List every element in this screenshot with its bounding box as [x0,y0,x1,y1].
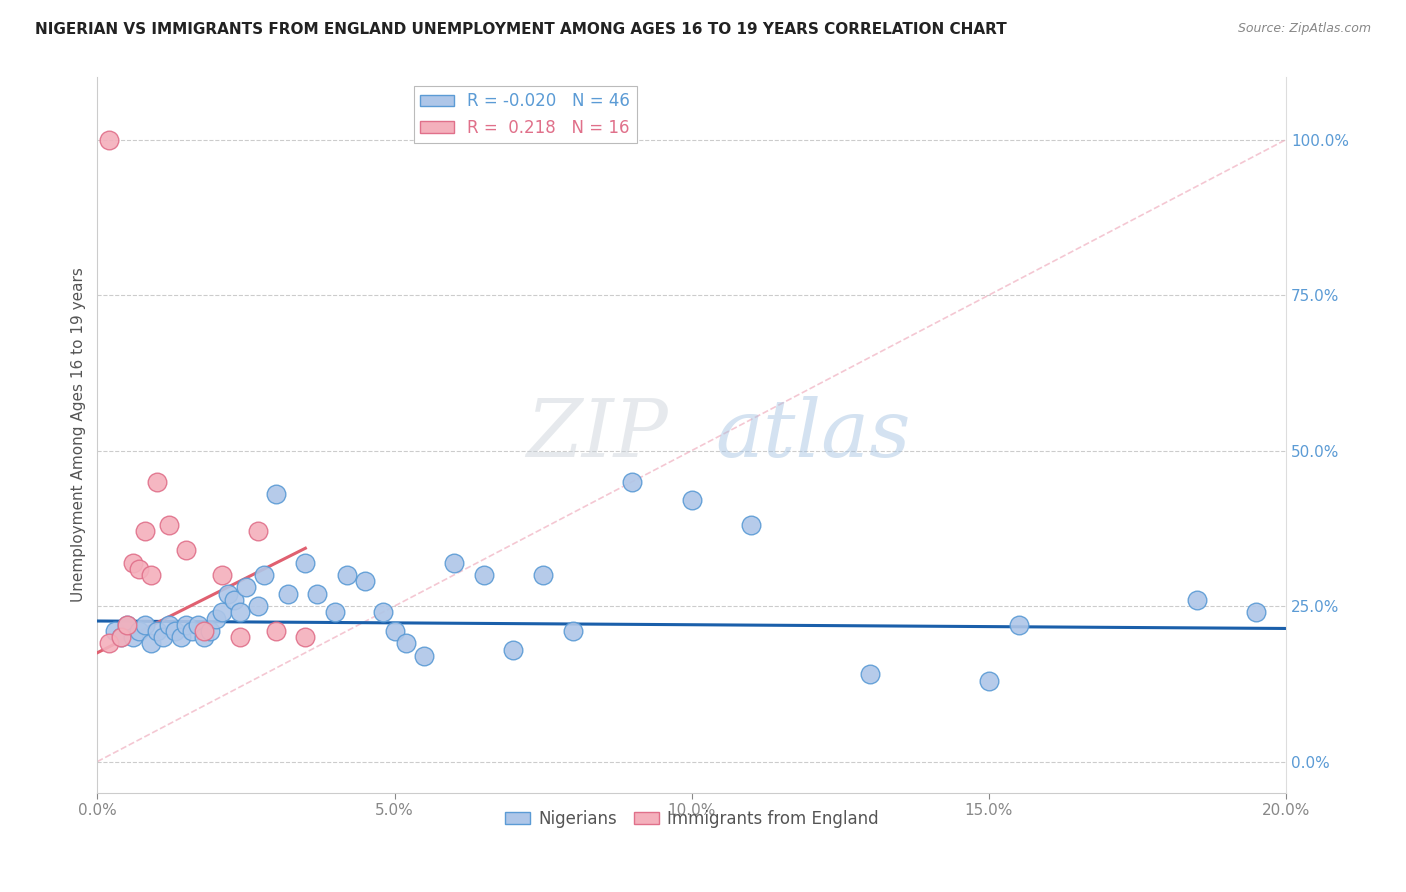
Point [740,518,762,533]
Point [235,581,257,595]
Point [307,587,329,601]
Point [229,630,252,644]
Point [217,587,239,601]
Point [395,636,418,650]
Point [246,524,269,539]
Y-axis label: Unemployment Among Ages 16 to 19 years: Unemployment Among Ages 16 to 19 years [72,268,86,602]
Point [229,605,252,619]
Point [115,617,138,632]
Point [277,587,299,601]
Point [977,673,1000,688]
Point [104,624,127,638]
Point [152,630,174,644]
Point [98,636,121,650]
Text: Source: ZipAtlas.com: Source: ZipAtlas.com [1237,22,1371,36]
Point [187,617,209,632]
Point [146,475,169,489]
Point [200,624,222,638]
Point [264,624,287,638]
Point [211,605,233,619]
Point [157,617,180,632]
Point [115,617,138,632]
Point [128,624,150,638]
Point [253,568,276,582]
Point [169,630,191,644]
Point [139,568,162,582]
Point [146,624,169,638]
Point [413,648,436,663]
Point [211,568,233,582]
Point [193,630,215,644]
Point [98,133,121,147]
Point [157,518,180,533]
Point [294,556,316,570]
Point [193,624,215,638]
Point [859,667,882,681]
Point [336,568,359,582]
Legend: Nigerians, Immigrants from England: Nigerians, Immigrants from England [498,803,886,834]
Point [353,574,375,589]
Point [246,599,269,613]
Point [128,562,150,576]
Point [110,630,132,644]
Point [531,568,554,582]
Point [181,624,204,638]
Point [384,624,406,638]
Point [110,630,132,644]
Point [134,524,156,539]
Point [1244,605,1267,619]
Text: ZIP: ZIP [526,396,668,474]
Point [294,630,316,644]
Point [163,624,186,638]
Point [681,493,703,508]
Point [371,605,394,619]
Point [222,592,245,607]
Text: NIGERIAN VS IMMIGRANTS FROM ENGLAND UNEMPLOYMENT AMONG AGES 16 TO 19 YEARS CORRE: NIGERIAN VS IMMIGRANTS FROM ENGLAND UNEM… [35,22,1007,37]
Point [134,617,156,632]
Point [205,611,228,625]
Point [264,487,287,501]
Point [443,556,465,570]
Point [323,605,346,619]
Point [139,636,162,650]
Point [1185,592,1208,607]
Point [176,617,198,632]
Point [122,630,145,644]
Point [1007,617,1029,632]
Point [176,543,198,558]
Point [472,568,495,582]
Point [122,556,145,570]
Point [561,624,583,638]
Text: atlas: atlas [716,396,911,474]
Point [621,475,644,489]
Point [502,642,524,657]
